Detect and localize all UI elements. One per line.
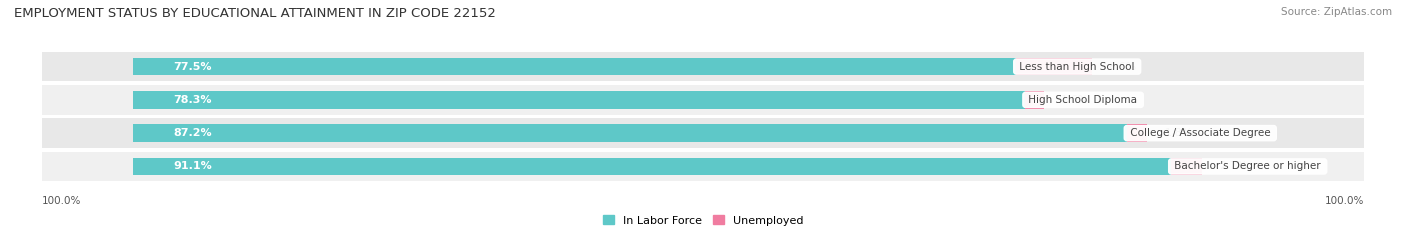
Bar xyxy=(134,91,1025,109)
Bar xyxy=(1017,58,1091,75)
Bar xyxy=(42,152,1364,181)
Bar xyxy=(1025,91,1043,109)
Text: Bachelor's Degree or higher: Bachelor's Degree or higher xyxy=(1171,161,1324,171)
Bar xyxy=(42,119,1364,148)
Text: 1.6%: 1.6% xyxy=(1060,95,1090,105)
Text: Source: ZipAtlas.com: Source: ZipAtlas.com xyxy=(1281,7,1392,17)
Text: 91.1%: 91.1% xyxy=(173,161,212,171)
Bar xyxy=(42,85,1364,114)
Text: College / Associate Degree: College / Associate Degree xyxy=(1126,128,1274,138)
Text: 100.0%: 100.0% xyxy=(1324,196,1364,206)
Text: 100.0%: 100.0% xyxy=(42,196,82,206)
Bar xyxy=(42,52,1364,81)
Text: 1.8%: 1.8% xyxy=(1164,128,1192,138)
Text: 78.3%: 78.3% xyxy=(173,95,212,105)
Bar xyxy=(134,58,1017,75)
Text: Less than High School: Less than High School xyxy=(1017,62,1137,72)
Text: 2.7%: 2.7% xyxy=(1219,161,1247,171)
Text: High School Diploma: High School Diploma xyxy=(1025,95,1140,105)
Bar xyxy=(134,158,1171,175)
Legend: In Labor Force, Unemployed: In Labor Force, Unemployed xyxy=(603,215,803,226)
Text: 77.5%: 77.5% xyxy=(173,62,212,72)
Text: 6.6%: 6.6% xyxy=(1108,62,1137,72)
Bar xyxy=(134,124,1126,142)
Bar xyxy=(1171,158,1202,175)
Text: EMPLOYMENT STATUS BY EDUCATIONAL ATTAINMENT IN ZIP CODE 22152: EMPLOYMENT STATUS BY EDUCATIONAL ATTAINM… xyxy=(14,7,496,20)
Bar xyxy=(1126,124,1147,142)
Text: 87.2%: 87.2% xyxy=(173,128,212,138)
